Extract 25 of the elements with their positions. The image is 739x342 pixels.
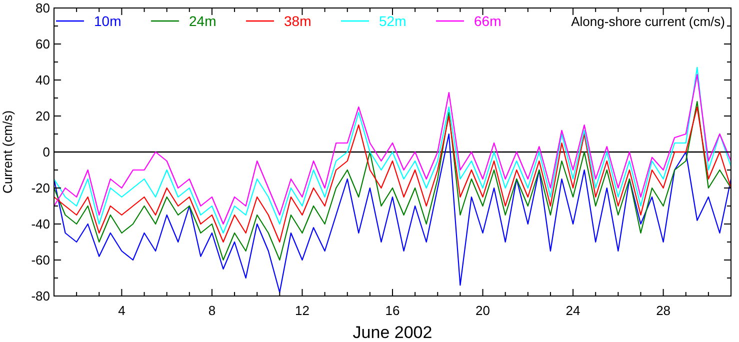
legend-label: 10m — [94, 13, 122, 29]
y-tick-label: 40 — [36, 72, 50, 88]
x-tick-label: 8 — [208, 303, 216, 318]
y-tick-label: -20 — [31, 180, 50, 196]
legend-label: 66m — [474, 13, 502, 29]
x-tick-label: 4 — [118, 303, 126, 318]
x-tick-label: 28 — [656, 303, 671, 318]
annotation: Along-shore current (cm/s) — [571, 14, 725, 29]
legend-label: 24m — [189, 13, 216, 29]
x-tick-label: 16 — [385, 303, 400, 318]
y-tick-label: 60 — [36, 36, 50, 52]
legend-label: 38m — [284, 13, 312, 29]
x-tick-label: 24 — [566, 303, 580, 318]
y-tick-label: -60 — [31, 252, 50, 268]
y-tick-label: -80 — [31, 288, 50, 304]
x-tick-label: 12 — [295, 303, 310, 318]
legend-label: 52m — [379, 13, 406, 29]
x-axis-title: June 2002 — [352, 323, 432, 342]
x-tick-label: 20 — [476, 303, 490, 318]
y-tick-label: 0 — [42, 144, 50, 160]
y-tick-label: -40 — [31, 216, 50, 232]
y-axis-title: Current (cm/s) — [0, 110, 15, 194]
line-series — [53, 133, 732, 293]
y-tick-label: 80 — [36, 0, 50, 16]
y-tick-label: 20 — [36, 108, 50, 124]
